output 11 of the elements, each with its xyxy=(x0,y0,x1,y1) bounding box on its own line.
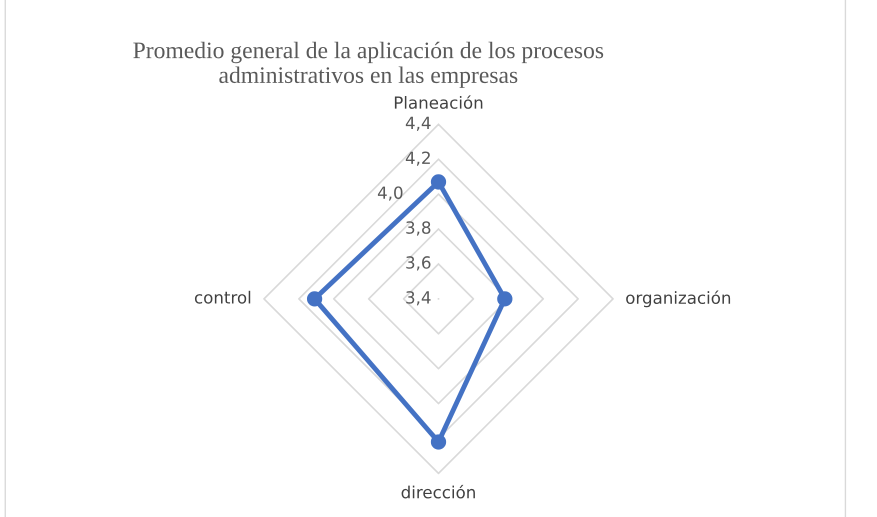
spoke-label: dirección xyxy=(402,484,475,498)
spoke-label: organización xyxy=(626,290,730,308)
y-tick-label: 3,8 xyxy=(406,221,430,236)
spoke-label: Planeación xyxy=(394,95,482,109)
y-tick-label: 3,4 xyxy=(406,291,431,306)
y-tick-label: 3,6 xyxy=(406,256,430,270)
y-tick-label: 4,2 xyxy=(406,151,430,166)
spoke-label: control xyxy=(194,290,250,304)
y-tick-label: 4,4 xyxy=(406,116,431,131)
y-tick-label: 4,0 xyxy=(378,186,402,201)
chart-title: Promedio general de la aplicación de los procesos administrativos en las empresas xyxy=(133,42,604,88)
